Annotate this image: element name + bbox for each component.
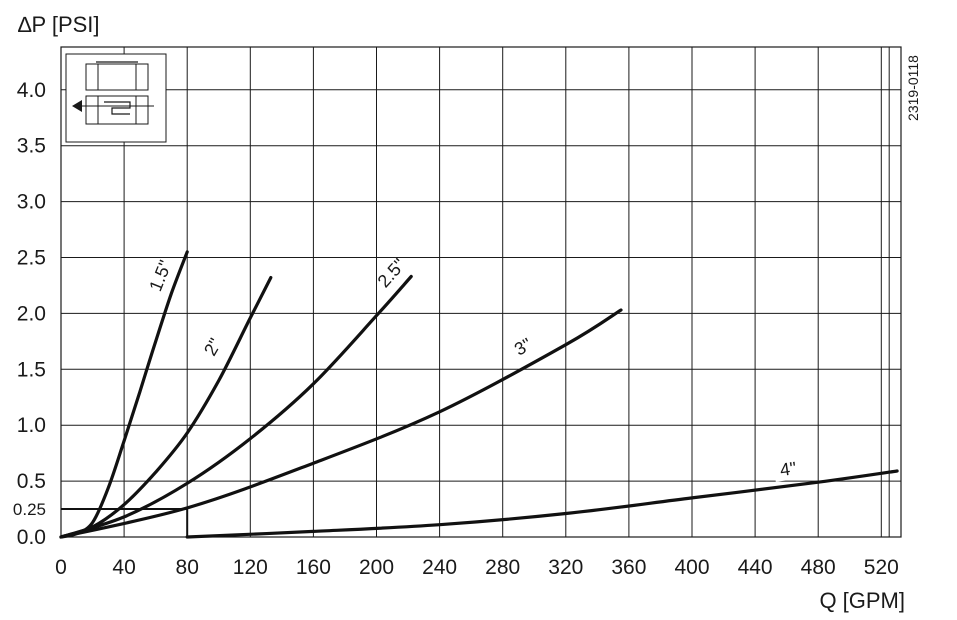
reference-lines	[61, 508, 189, 537]
series-label-background	[148, 260, 176, 293]
x-tick-labels: 0 40 80 120 160 200 240 280 320 360 400 440 480 520	[55, 556, 899, 579]
y-tick-label: 3.5	[17, 135, 46, 158]
x-tick-label: 80	[176, 556, 199, 579]
grid	[61, 47, 901, 537]
y-axis-title: ∆P [PSI]	[18, 12, 100, 37]
y-tick-label: 0.5	[17, 470, 46, 493]
y-tick-labels: 0.0 0.25 0.5 1.0 1.5 2.0 2.5 3.0 3.5 4.0	[13, 79, 46, 549]
x-tick-label: 0	[55, 556, 67, 579]
series-label: 1.5"	[145, 257, 175, 294]
y-tick-label: 1.0	[17, 414, 46, 437]
y-tick-label: 2.5	[17, 247, 46, 270]
x-tick-label: 440	[738, 556, 773, 579]
x-axis-title: Q [GPM]	[819, 588, 905, 613]
valve-symbol-icon	[65, 53, 167, 143]
y-tick-label: 0.25	[13, 500, 46, 519]
plot-frame	[60, 46, 902, 538]
x-tick-label: 160	[296, 556, 331, 579]
curve-labels: 1.5"2"2.5"3"4"	[145, 255, 804, 482]
curves	[59, 250, 899, 539]
y-tick-label: 0.0	[17, 526, 46, 549]
x-tick-label: 40	[112, 556, 135, 579]
y-tick-label: 1.5	[17, 358, 46, 381]
y-tick-label: 4.0	[17, 79, 46, 102]
x-tick-label: 280	[485, 556, 520, 579]
x-tick-label: 120	[233, 556, 268, 579]
series-label-background	[507, 333, 541, 364]
series-label-background	[773, 460, 804, 482]
x-tick-label: 320	[548, 556, 583, 579]
series-label: 4"	[779, 458, 798, 480]
series-line	[59, 274, 413, 539]
series-line	[59, 308, 623, 539]
y-tick-label: 2.0	[17, 302, 46, 325]
series-label-background	[376, 257, 410, 291]
series-line	[185, 469, 899, 539]
x-tick-label: 480	[801, 556, 836, 579]
x-tick-label: 520	[864, 556, 899, 579]
x-tick-label: 360	[611, 556, 646, 579]
series-label-background	[199, 331, 230, 365]
series-line	[59, 276, 273, 539]
figure-code: 2319-0118	[905, 55, 921, 121]
x-tick-label: 200	[359, 556, 394, 579]
y-tick-label: 3.0	[17, 191, 46, 214]
x-tick-label: 240	[422, 556, 457, 579]
x-tick-label: 400	[674, 556, 709, 579]
